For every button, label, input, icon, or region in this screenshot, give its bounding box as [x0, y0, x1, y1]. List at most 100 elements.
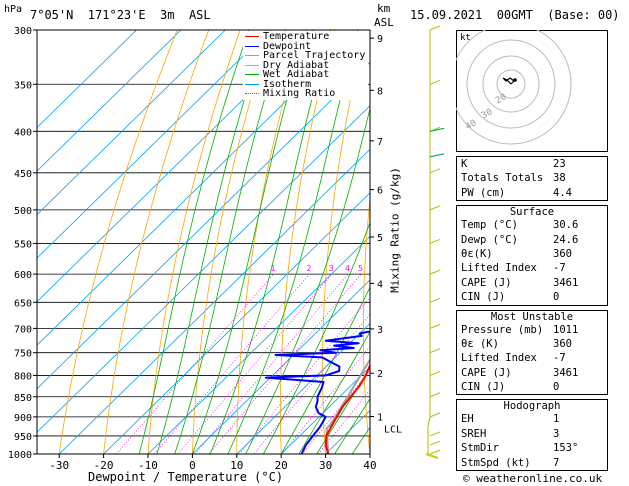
km-tick-label: 2 — [377, 369, 383, 380]
km-label: km — [377, 2, 391, 15]
wind-barb — [429, 153, 445, 158]
wet-adiabat-line — [263, 221, 370, 454]
index-label: θε(K) — [461, 247, 493, 260]
index-row: StmDir 153° — [457, 441, 607, 455]
isotherm-line — [236, 322, 370, 454]
index-label: θε (K) — [461, 337, 499, 350]
lcl-label: LCL — [384, 424, 402, 435]
wind-barb — [429, 323, 441, 329]
wet-adiabat-line — [156, 30, 267, 454]
index-label: StmDir — [461, 442, 499, 455]
pressure-tick-label: 650 — [14, 298, 32, 309]
pressure-tick-label: 600 — [14, 270, 32, 281]
index-row: Dewp (°C) 24.6 — [457, 233, 607, 247]
index-value: 7 — [553, 456, 560, 469]
isotherm-line — [147, 235, 370, 454]
legend-swatch — [245, 45, 259, 47]
pressure-tick-label: 300 — [14, 26, 32, 37]
index-value: 38 — [553, 172, 566, 185]
temp-tick-label: 0 — [189, 459, 196, 472]
index-label: Lifted Index — [461, 352, 537, 365]
dewpoint-profile-line — [264, 330, 370, 454]
index-value: 4.4 — [553, 186, 572, 199]
unstable-title: Most Unstable — [490, 310, 574, 323]
pressure-tick-label: 550 — [14, 239, 32, 250]
dry-adiabat-line — [403, 30, 429, 454]
indices-top-box: K 23 Totals Totals 38 PW (cm) 4.4 — [456, 156, 608, 202]
index-row: EH 1 — [457, 412, 607, 426]
pressure-tick-label: 450 — [14, 169, 32, 180]
surface-title: Surface — [509, 206, 555, 219]
km-tick-label: 8 — [377, 86, 383, 97]
location-title: 7°05'N 171°23'E 3m ASL — [30, 8, 211, 22]
index-label: EH — [461, 413, 474, 426]
wind-barb — [425, 453, 439, 459]
wind-column-line — [427, 30, 431, 454]
index-row: PW (cm) 4.4 — [457, 186, 607, 200]
x-axis-title: Dewpoint / Temperature (°C) — [88, 470, 284, 484]
index-value: 3461 — [553, 276, 579, 289]
legend-label: Mixing Ratio — [263, 88, 336, 99]
index-value: 1 — [553, 413, 560, 426]
index-value: 23 — [553, 158, 566, 170]
km-tick-label: 6 — [377, 186, 383, 197]
index-row: K 23 — [457, 157, 607, 171]
wind-barb — [429, 370, 441, 376]
index-value: -7 — [553, 262, 566, 275]
isotherm-line — [37, 30, 315, 303]
wet-adiabat-line — [138, 30, 250, 454]
index-row: θε (K) 360 — [457, 337, 607, 351]
mixing-ratio-line — [115, 273, 274, 454]
hodograph: kt 40 30 20 — [456, 30, 608, 152]
wind-barb — [429, 205, 441, 211]
index-label: Temp (°C) — [461, 219, 518, 232]
isotherm-line — [58, 148, 370, 454]
index-label: K — [461, 158, 468, 170]
wind-barb — [429, 238, 441, 244]
index-label: Pressure (mb) — [461, 323, 544, 336]
hodo-title: Hodograph — [503, 400, 561, 413]
index-row: CAPE (J) 3461 — [457, 366, 607, 380]
index-row: Lifted Index -7 — [457, 261, 607, 275]
temp-tick-label: 20 — [275, 459, 288, 472]
index-label: Lifted Index — [461, 262, 537, 275]
index-row: Totals Totals 38 — [457, 171, 607, 185]
wet-adiabat-line — [245, 106, 370, 454]
wet-adiabat-line — [227, 30, 359, 454]
indices-panel: K 23 Totals Totals 38 PW (cm) 4.4 Surface Tem… — [456, 156, 608, 475]
isotherm-line — [37, 30, 137, 129]
index-value: 30.6 — [553, 219, 579, 232]
dry-adiabat-line — [192, 30, 272, 454]
plot-frame — [36, 29, 371, 455]
legend-entry: Parcel Trajectory — [245, 51, 365, 61]
dry-adiabat-line — [362, 195, 370, 454]
wet-adiabat-line — [174, 30, 286, 454]
index-value: 0 — [553, 381, 560, 394]
pressure-tick-label: 950 — [14, 432, 32, 443]
temp-tick-label: 10 — [230, 459, 243, 472]
indices-hodo-box: Hodograph EH 1 SREH 3 StmDir 153° StmSpd (kt) 7 — [456, 399, 608, 472]
legend-swatch — [245, 36, 259, 38]
mixing-ratio-label: 3 — [329, 264, 334, 273]
index-row: CAPE (J) 3461 — [457, 276, 607, 290]
dry-adiabat-line — [58, 30, 178, 454]
mixing-ratio-label: 10 — [401, 264, 411, 273]
mixing-ratio-label: 1 — [271, 264, 276, 273]
wind-barb — [429, 127, 445, 132]
wind-barb — [429, 297, 441, 303]
index-row: Lifted Index -7 — [457, 351, 607, 365]
index-label: SREH — [461, 427, 487, 440]
mixing-ratio-label: 4 — [345, 264, 350, 273]
wet-adiabat-line — [280, 286, 370, 454]
index-label: Dewp (°C) — [461, 233, 518, 246]
mixing-ratio-label: 20 — [446, 264, 456, 273]
mixing-ratio-label: 5 — [358, 264, 363, 273]
index-label: CIN (J) — [461, 381, 506, 394]
index-value: 1011 — [553, 323, 579, 336]
index-label: CAPE (J) — [461, 276, 512, 289]
wind-barb — [429, 269, 441, 275]
index-label: CIN (J) — [461, 291, 506, 304]
wind-barb — [429, 168, 441, 174]
km-tick-label: 4 — [377, 279, 383, 290]
legend-swatch — [245, 55, 259, 57]
